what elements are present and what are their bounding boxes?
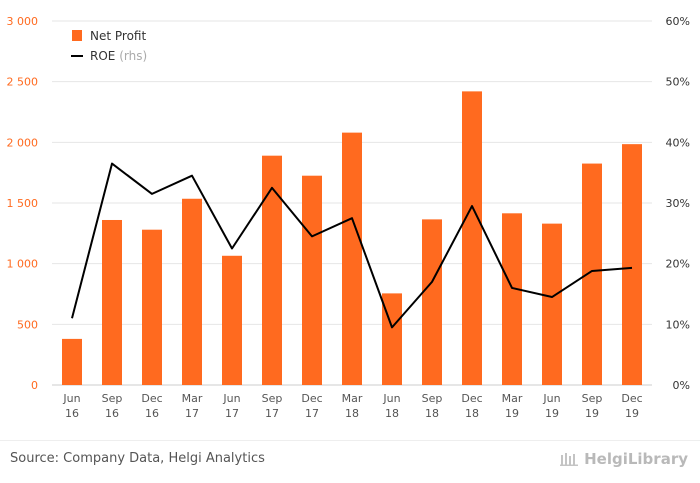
- y-right-tick-label: 50%: [666, 76, 690, 89]
- x-tick-label-month: Sep: [262, 392, 283, 405]
- y-left-tick-label: 0: [31, 379, 38, 392]
- bar-net-profit: [462, 91, 482, 385]
- x-tick-label-year: 19: [545, 407, 559, 420]
- x-tick-label-month: Sep: [582, 392, 603, 405]
- legend-label-roe: ROE (rhs): [90, 49, 147, 63]
- x-tick-label-year: 19: [625, 407, 639, 420]
- y-left-tick-label: 1 500: [7, 197, 39, 210]
- bar-net-profit: [302, 175, 322, 385]
- x-tick-label-year: 16: [145, 407, 159, 420]
- y-right-tick-label: 30%: [666, 197, 690, 210]
- y-right-tick-label: 20%: [666, 258, 690, 271]
- bar-net-profit: [222, 255, 242, 385]
- brand-name: HelgiLibrary: [584, 450, 688, 468]
- y-left-tick-label: 2 500: [7, 76, 39, 89]
- legend-swatch-net-profit: [72, 30, 82, 41]
- x-tick-label-year: 17: [225, 407, 239, 420]
- bar-net-profit: [62, 338, 82, 385]
- footer-divider: [0, 440, 700, 441]
- bar-net-profit: [502, 213, 522, 385]
- x-tick-label-month: Sep: [422, 392, 443, 405]
- x-tick-label-year: 18: [465, 407, 479, 420]
- bar-net-profit: [102, 219, 122, 385]
- x-tick-label-year: 17: [305, 407, 319, 420]
- brand-logo[interactable]: HelgiLibrary: [560, 450, 688, 468]
- x-tick-label-month: Mar: [502, 392, 523, 405]
- x-tick-label-year: 16: [65, 407, 79, 420]
- y-left-tick-label: 2 000: [7, 136, 39, 149]
- bar-net-profit: [622, 144, 642, 385]
- y-left-tick-label: 1 000: [7, 258, 39, 271]
- roe-line: [71, 162, 633, 329]
- y-right-tick-label: 60%: [666, 15, 690, 28]
- x-tick-label-month: Jun: [222, 392, 240, 405]
- x-tick-label-year: 18: [385, 407, 399, 420]
- x-tick-label-month: Mar: [182, 392, 203, 405]
- y-left-tick-label: 500: [17, 318, 38, 331]
- legend-label-net-profit: Net Profit: [90, 29, 146, 43]
- bar-net-profit: [262, 155, 282, 385]
- legend-label-roe-suffix: (rhs): [119, 49, 147, 63]
- x-tick-label-month: Jun: [62, 392, 80, 405]
- y-left-tick-label: 3 000: [7, 15, 39, 28]
- library-icon: [560, 453, 579, 466]
- x-tick-label-year: 17: [185, 407, 199, 420]
- bar-net-profit: [342, 132, 362, 385]
- x-tick-label-year: 18: [425, 407, 439, 420]
- chart: 0 500 1 000 1 500 2 000 2 500 3 000 0% 10% 20% 30%…: [7, 15, 691, 420]
- bar-net-profit: [422, 219, 442, 385]
- source-note: Source: Company Data, Helgi Analytics: [10, 451, 265, 466]
- x-tick-label-month: Jun: [542, 392, 560, 405]
- x-tick-label-month: Dec: [301, 392, 322, 405]
- x-tick-label-year: 17: [265, 407, 279, 420]
- bar-net-profit: [182, 198, 202, 385]
- bar-net-profit: [542, 223, 562, 385]
- x-tick-label-month: Jun: [382, 392, 400, 405]
- x-tick-label-month: Dec: [621, 392, 642, 405]
- x-tick-label-year: 18: [345, 407, 359, 420]
- x-tick-label-year: 19: [505, 407, 519, 420]
- y-right-tick-label: 10%: [666, 318, 690, 331]
- bar-net-profit: [142, 229, 162, 385]
- x-tick-label-month: Mar: [342, 392, 363, 405]
- y-right-tick-label: 0%: [673, 379, 690, 392]
- bar-net-profit: [582, 163, 602, 385]
- x-tick-label-year: 16: [105, 407, 119, 420]
- x-tick-label-year: 19: [585, 407, 599, 420]
- x-tick-label-month: Dec: [461, 392, 482, 405]
- x-tick-label-month: Dec: [141, 392, 162, 405]
- x-tick-label-month: Sep: [102, 392, 123, 405]
- y-right-tick-label: 40%: [666, 136, 690, 149]
